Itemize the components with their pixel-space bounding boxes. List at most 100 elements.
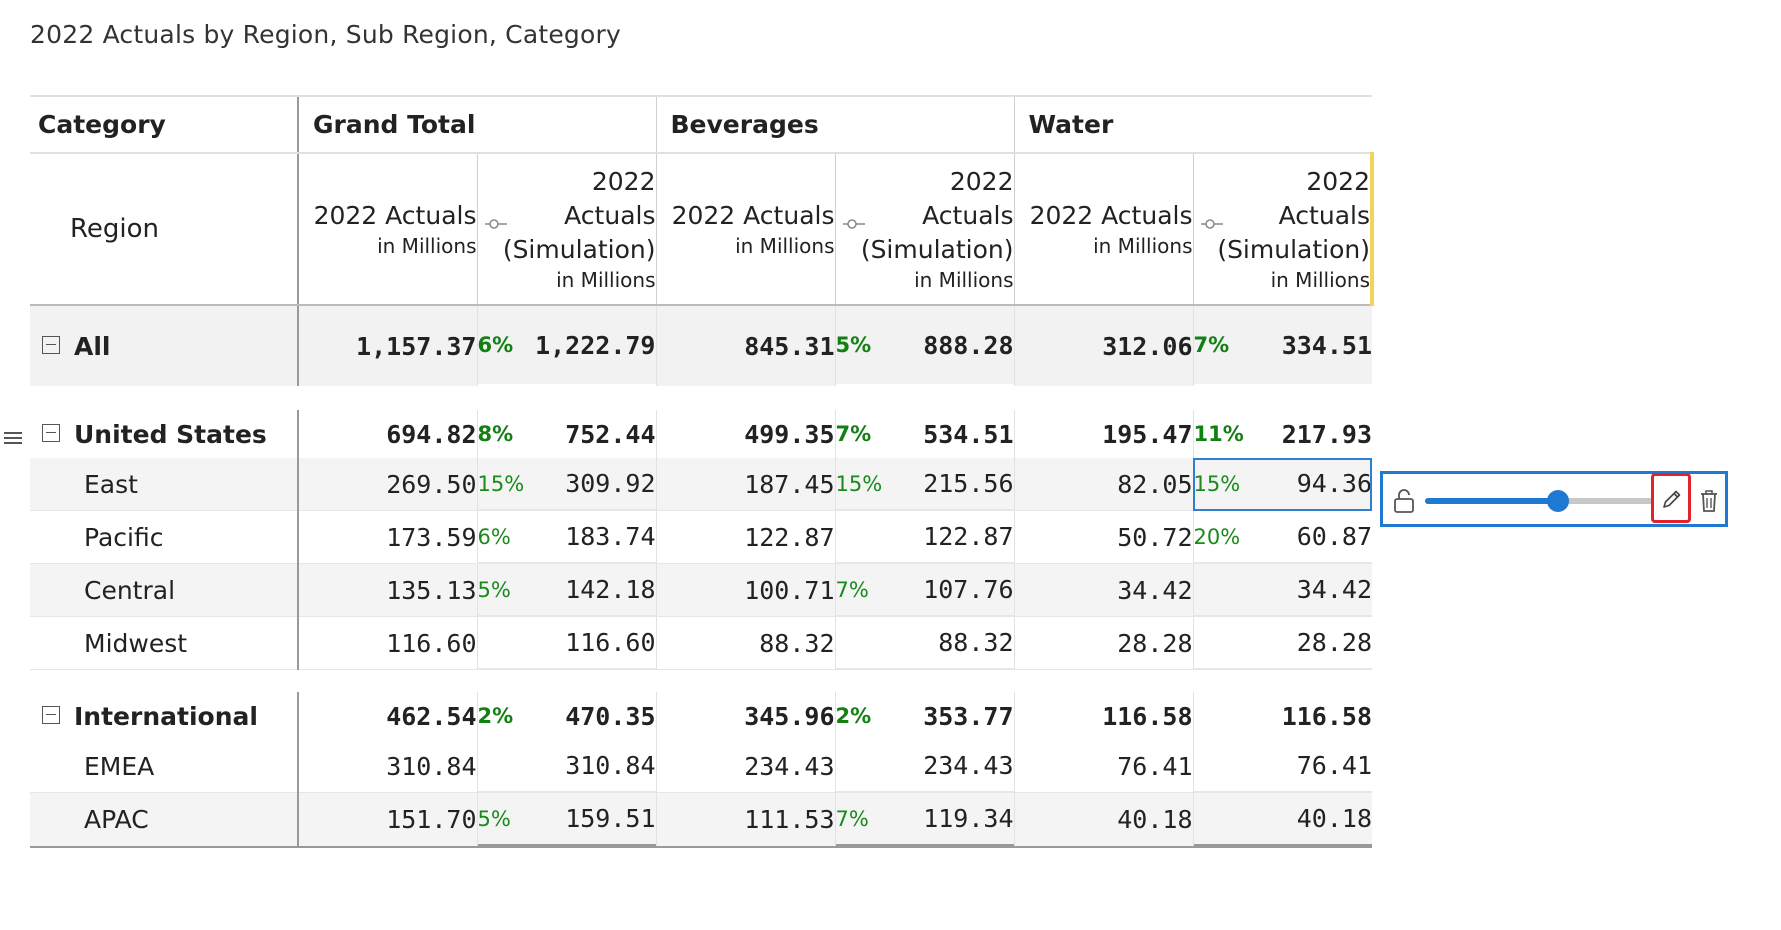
cell-grand-total-actual[interactable]: 173.59	[297, 510, 477, 564]
slider-fill	[1425, 498, 1559, 504]
row-label: Midwest	[30, 616, 298, 670]
row-label: Pacific	[30, 510, 298, 564]
cell-grand-total-actual[interactable]: 694.82	[297, 410, 477, 458]
cell-water-actual[interactable]: 50.72	[1013, 510, 1193, 564]
lock-icon[interactable]	[1393, 489, 1415, 513]
simulation-editor	[1380, 471, 1728, 527]
table-row-apac: APAC 151.70 5% 159.51 111.53 7% 119.34 40.…	[30, 792, 1372, 848]
cell-water-simulation[interactable]: 28.28	[1192, 616, 1372, 670]
table-row-midwest: Midwest 116.60 116.60 88.32 88.32 28.28 …	[30, 616, 1372, 670]
cell-grand-total-actual[interactable]: 151.70	[297, 792, 477, 848]
cell-water-actual[interactable]: 195.47	[1013, 410, 1193, 458]
simulation-slider[interactable]	[1425, 490, 1655, 512]
table-row-all: All 1,157.37 6% 1,222.79 845.31 5% 888.28 …	[30, 305, 1372, 388]
cell-grand-total-actual[interactable]: 116.60	[297, 616, 477, 670]
cell-water-simulation[interactable]: 7% 334.51	[1192, 305, 1372, 388]
row-label: United States	[74, 419, 267, 449]
cell-beverages-simulation[interactable]: 7% 119.34	[834, 792, 1014, 848]
cell-water-simulation[interactable]: 11% 217.93	[1192, 410, 1372, 458]
cell-beverages-simulation[interactable]: 234.43	[834, 740, 1014, 793]
cell-water-actual[interactable]: 40.18	[1013, 792, 1193, 848]
measure-header-actuals[interactable]: 2022 Actuals in Millions	[655, 153, 835, 306]
row-label: EMEA	[30, 740, 298, 793]
row-label: International	[74, 701, 258, 731]
cell-grand-total-actual[interactable]: 135.13	[297, 563, 477, 617]
table-row-united-states: United States 694.82 8% 752.44 499.35 7% 5…	[30, 410, 1372, 458]
group-header-beverages[interactable]: Beverages	[655, 95, 1014, 154]
row-label: East	[30, 458, 298, 511]
measure-header-simulation[interactable]: 2022 Actuals (Simulation) in Millions	[834, 153, 1014, 306]
cell-grand-total-actual[interactable]: 462.54	[297, 692, 477, 740]
cell-water-actual[interactable]: 116.58	[1013, 692, 1193, 740]
cell-beverages-actual[interactable]: 122.87	[655, 510, 835, 564]
slider-handle[interactable]	[1547, 490, 1570, 512]
cell-beverages-actual[interactable]: 345.96	[655, 692, 835, 740]
pivot-table: Category Grand Total Beverages Water Reg…	[30, 95, 1374, 848]
collapse-icon[interactable]	[42, 705, 60, 724]
measure-header-simulation[interactable]: 2022 Actuals (Simulation) in Millions	[1192, 153, 1374, 306]
cell-grand-total-simulation[interactable]: 8% 752.44	[476, 410, 656, 458]
cell-beverages-simulation[interactable]: 122.87	[834, 510, 1014, 564]
table-row-emea: EMEA 310.84 310.84 234.43 234.43 76.41 7…	[30, 740, 1372, 793]
table-row-pacific: Pacific 173.59 6% 183.74 122.87 122.87 50…	[30, 510, 1372, 564]
measure-header-simulation[interactable]: 2022 Actuals (Simulation) in Millions	[476, 153, 656, 306]
row-label: All	[74, 331, 111, 361]
cell-beverages-actual[interactable]: 88.32	[655, 616, 835, 670]
pencil-icon	[1663, 490, 1681, 508]
cell-beverages-actual[interactable]: 234.43	[655, 740, 835, 793]
cell-grand-total-simulation[interactable]: 2% 470.35	[476, 692, 656, 740]
header-row-groups: Category Grand Total Beverages Water	[30, 95, 1372, 154]
cell-water-simulation[interactable]: 20% 60.87	[1192, 510, 1372, 564]
cell-water-simulation[interactable]: 34.42	[1192, 563, 1372, 617]
region-header: Region	[30, 153, 298, 306]
edit-button[interactable]	[1651, 473, 1691, 523]
cell-beverages-simulation[interactable]: 2% 353.77	[834, 692, 1014, 740]
cell-grand-total-actual[interactable]: 1,157.37	[297, 305, 477, 388]
cell-water-simulation-selected[interactable]: 15% 94.36	[1192, 458, 1372, 511]
cell-grand-total-simulation[interactable]: 116.60	[476, 616, 656, 670]
cell-water-simulation[interactable]: 116.58	[1192, 692, 1372, 740]
cell-water-actual[interactable]: 34.42	[1013, 563, 1193, 617]
group-header-water[interactable]: Water	[1013, 95, 1372, 154]
cell-beverages-simulation[interactable]: 5% 888.28	[834, 305, 1014, 388]
cell-water-actual[interactable]: 28.28	[1013, 616, 1193, 670]
cell-grand-total-simulation[interactable]: 6% 1,222.79	[476, 305, 656, 388]
cell-beverages-actual[interactable]: 499.35	[655, 410, 835, 458]
cell-beverages-actual[interactable]: 845.31	[655, 305, 835, 388]
cell-water-actual[interactable]: 82.05	[1013, 458, 1193, 511]
cell-beverages-actual[interactable]: 111.53	[655, 792, 835, 848]
table-row-international: International 462.54 2% 470.35 345.96 2% 3…	[30, 692, 1372, 740]
collapse-icon[interactable]	[42, 423, 60, 442]
cell-water-simulation[interactable]: 76.41	[1192, 740, 1372, 793]
cell-grand-total-simulation[interactable]: 5% 159.51	[476, 792, 656, 848]
cell-beverages-simulation[interactable]: 7% 107.76	[834, 563, 1014, 617]
cell-grand-total-simulation[interactable]: 6% 183.74	[476, 510, 656, 564]
drag-handle-icon[interactable]	[4, 432, 22, 446]
table-row-east: East 269.50 15% 309.92 187.45 15% 215.56 8…	[30, 458, 1372, 511]
cell-water-simulation[interactable]: 40.18	[1192, 792, 1372, 848]
cell-beverages-simulation[interactable]: 15% 215.56	[834, 458, 1014, 511]
cell-beverages-actual[interactable]: 187.45	[655, 458, 835, 511]
simulation-slider-icon	[484, 219, 507, 229]
cell-water-actual[interactable]: 76.41	[1013, 740, 1193, 793]
trash-icon[interactable]	[1699, 489, 1719, 513]
cell-grand-total-actual[interactable]: 310.84	[297, 740, 477, 793]
cell-beverages-actual[interactable]: 100.71	[655, 563, 835, 617]
measure-header-actuals[interactable]: 2022 Actuals in Millions	[297, 153, 477, 306]
page-title: 2022 Actuals by Region, Sub Region, Cate…	[30, 20, 621, 49]
group-header-grand-total[interactable]: Grand Total	[297, 95, 656, 154]
cell-water-actual[interactable]: 312.06	[1013, 305, 1193, 388]
simulation-slider-icon	[842, 219, 865, 229]
cell-grand-total-actual[interactable]: 269.50	[297, 458, 477, 511]
cell-grand-total-simulation[interactable]: 15% 309.92	[476, 458, 656, 511]
cell-grand-total-simulation[interactable]: 5% 142.18	[476, 563, 656, 617]
cell-grand-total-simulation[interactable]: 310.84	[476, 740, 656, 793]
measure-header-actuals[interactable]: 2022 Actuals in Millions	[1013, 153, 1193, 306]
category-header: Category	[30, 95, 298, 154]
simulation-slider-icon	[1200, 219, 1223, 229]
row-label: Central	[30, 563, 298, 617]
cell-beverages-simulation[interactable]: 88.32	[834, 616, 1014, 670]
cell-beverages-simulation[interactable]: 7% 534.51	[834, 410, 1014, 458]
collapse-icon[interactable]	[42, 335, 60, 354]
header-row-measures: Region 2022 Actuals in Millions 2022 Act…	[30, 153, 1374, 306]
